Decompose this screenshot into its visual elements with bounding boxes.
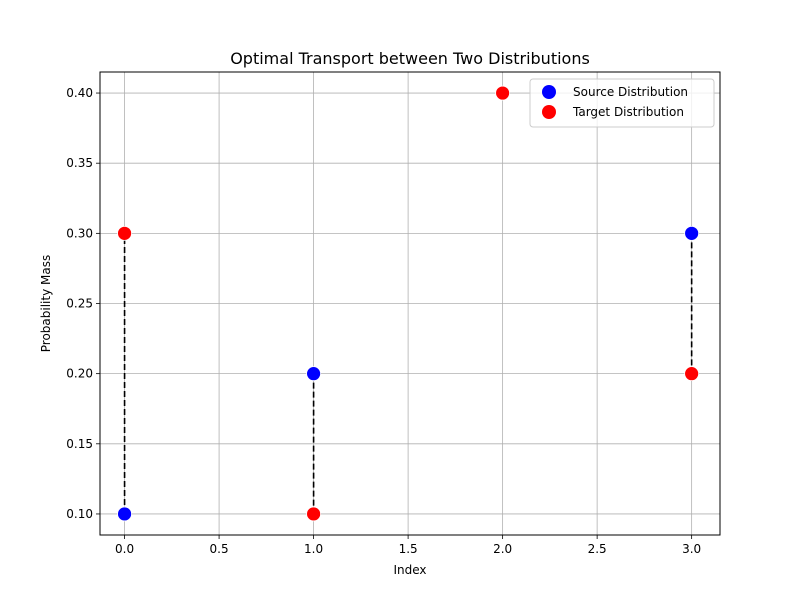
legend-label: Target Distribution — [572, 105, 684, 119]
x-tick-label: 1.0 — [304, 542, 323, 556]
chart-title: Optimal Transport between Two Distributi… — [230, 49, 590, 68]
x-tick-label: 3.0 — [682, 542, 701, 556]
legend-marker — [542, 85, 556, 99]
legend-marker — [542, 105, 556, 119]
axis-ticks: 0.0 0.5 1.0 1.5 2.0 2.5 3.0 0.10 0.15 0.20 0.25 0.3… — [66, 86, 701, 556]
x-tick-label: 2.5 — [588, 542, 607, 556]
y-tick-label: 0.15 — [66, 437, 93, 451]
y-tick-label: 0.35 — [66, 156, 93, 170]
target-point — [495, 85, 511, 101]
data-points — [117, 85, 700, 522]
grid-layer — [100, 72, 720, 535]
y-tick-label: 0.40 — [66, 86, 93, 100]
y-tick-label: 0.10 — [66, 507, 93, 521]
y-tick-label: 0.30 — [66, 226, 93, 240]
y-tick-label: 0.25 — [66, 297, 93, 311]
legend-box — [529, 78, 715, 128]
legend: Source Distribution Target Distribution — [529, 78, 715, 128]
target-point — [684, 366, 700, 382]
source-point — [306, 366, 321, 382]
x-axis-label: Index — [393, 563, 426, 577]
source-point — [684, 225, 700, 241]
y-axis-label: Probability Mass — [39, 255, 53, 352]
transport-lines — [123, 233, 693, 514]
x-tick-label: 2.0 — [493, 542, 512, 556]
target-point — [117, 225, 132, 241]
legend-label: Source Distribution — [573, 85, 688, 99]
source-point — [117, 506, 132, 522]
x-tick-label: 0.0 — [115, 542, 134, 556]
target-point — [306, 506, 321, 522]
x-tick-label: 0.5 — [210, 542, 229, 556]
x-tick-label: 1.5 — [399, 542, 418, 556]
y-tick-label: 0.20 — [66, 367, 93, 381]
